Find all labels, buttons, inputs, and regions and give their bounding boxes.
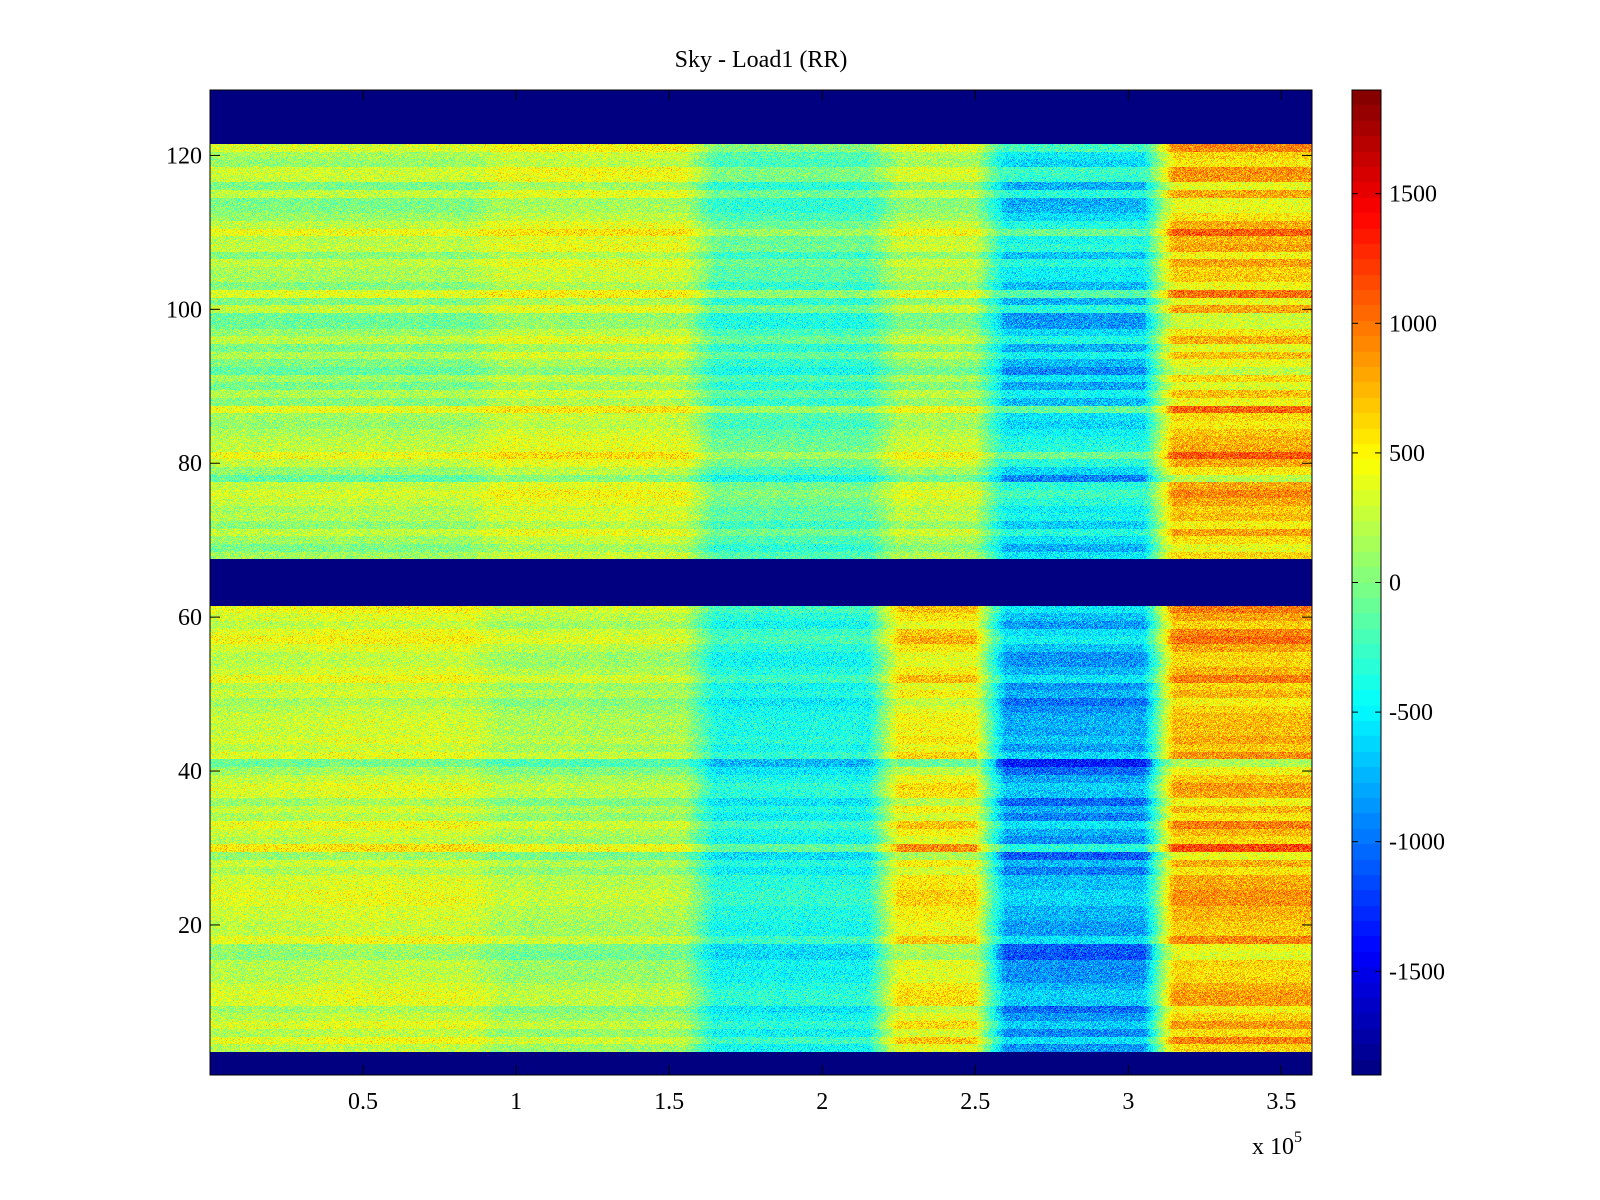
x-tick-label: 2 xyxy=(816,1089,828,1115)
colorbar-tick-label: -1500 xyxy=(1389,959,1445,985)
x-tick-label: 1 xyxy=(510,1089,522,1115)
heatmap-image xyxy=(210,90,1312,1075)
x-multiplier: x 105 xyxy=(1252,1129,1302,1160)
x-axis: 0.5 1 1.5 2 2.5 3 3.5 xyxy=(348,90,1296,1115)
x-tick-label: 2.5 xyxy=(960,1089,990,1115)
y-tick-label: 20 xyxy=(178,913,202,939)
y-axis: 20 40 60 80 100 120 xyxy=(166,143,1312,939)
colorbar-tick-label: 0 xyxy=(1389,571,1401,597)
x-tick-label: 3.5 xyxy=(1266,1089,1296,1115)
y-tick-label: 100 xyxy=(166,297,202,323)
colorbar-axis: 1500 1000 500 0 -500 -1000 -1500 xyxy=(1352,182,1445,985)
x-tick-label: 1.5 xyxy=(654,1089,684,1115)
x-multiplier-exponent: 5 xyxy=(1294,1129,1302,1146)
x-tick-label: 3 xyxy=(1122,1089,1134,1115)
colorbar-tick-label: 1000 xyxy=(1389,311,1437,337)
x-multiplier-base: x 10 xyxy=(1252,1134,1294,1160)
y-tick-label: 40 xyxy=(178,759,202,785)
chart-title: Sky - Load1 (RR) xyxy=(675,47,848,73)
colorbar-tick-label: -500 xyxy=(1389,700,1433,726)
colorbar-tick-label: -1000 xyxy=(1389,830,1445,856)
plot-frame xyxy=(209,89,1313,1076)
y-tick-label: 60 xyxy=(178,605,202,631)
colorbar-tick-label: 500 xyxy=(1389,441,1425,467)
y-tick-label: 80 xyxy=(178,451,202,477)
y-tick-label: 120 xyxy=(166,143,202,169)
colorbar-tick-label: 1500 xyxy=(1389,182,1437,208)
x-tick-label: 0.5 xyxy=(348,1089,378,1115)
